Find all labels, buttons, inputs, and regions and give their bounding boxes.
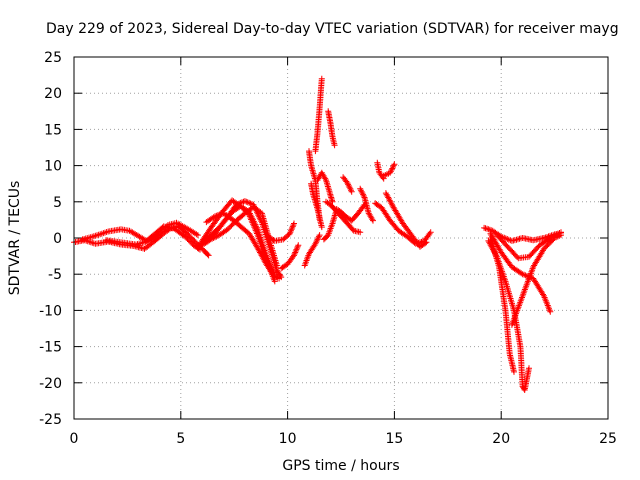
- point-markers: [312, 75, 325, 155]
- y-axis-label: SDTVAR / TECUs: [7, 181, 23, 296]
- y-tick-label: 25: [44, 50, 62, 66]
- point-markers: [103, 219, 201, 248]
- y-tick-label: -10: [39, 303, 62, 319]
- data-points: [71, 75, 564, 393]
- series-track-19: [340, 174, 355, 195]
- x-axis-label: GPS time / hours: [282, 458, 399, 474]
- series-track-11: [301, 232, 323, 269]
- point-markers: [325, 108, 338, 149]
- y-tick-label: 15: [44, 122, 62, 138]
- series-track-24: [382, 190, 430, 250]
- series-track-22: [380, 161, 398, 179]
- point-markers: [380, 161, 398, 179]
- y-tick-label: 0: [53, 231, 62, 247]
- y-tick-label: -25: [39, 412, 62, 428]
- point-markers: [382, 190, 430, 250]
- point-markers: [314, 169, 336, 205]
- axis-ticks: 0 5 10 15 20 25 -25 -20 -15 -10 -5 0 5 10 15 20 25: [39, 50, 617, 447]
- point-markers: [278, 242, 302, 272]
- series-track-14: [312, 75, 325, 155]
- series-track-17: [323, 198, 364, 236]
- point-markers: [493, 229, 564, 262]
- y-tick-label: 10: [44, 159, 62, 175]
- x-tick-label: 5: [176, 431, 185, 447]
- x-tick-label: 10: [279, 431, 297, 447]
- series-track-15: [314, 169, 336, 205]
- x-tick-label: 20: [492, 431, 510, 447]
- y-tick-label: -15: [39, 340, 62, 356]
- point-markers: [340, 174, 355, 195]
- series-track-09: [265, 220, 297, 244]
- point-markers: [487, 230, 554, 315]
- series-track-20: [357, 185, 376, 224]
- point-markers: [323, 198, 364, 236]
- y-tick-label: -20: [39, 376, 62, 392]
- point-markers: [374, 159, 387, 182]
- point-markers: [357, 185, 376, 224]
- point-markers: [508, 232, 564, 328]
- series-track-18: [325, 108, 338, 149]
- y-tick-label: 5: [53, 195, 62, 211]
- x-tick-label: 15: [385, 431, 403, 447]
- series-track-13: [308, 180, 325, 231]
- series-track-03: [103, 219, 201, 248]
- series-track-29: [508, 232, 564, 328]
- series-track-10: [278, 242, 302, 272]
- point-markers: [308, 180, 325, 231]
- series-track-21: [374, 159, 387, 182]
- y-tick-label: 20: [44, 86, 62, 102]
- series-track-30: [493, 229, 564, 262]
- point-markers: [301, 232, 323, 269]
- plot-frame: [73, 56, 609, 420]
- x-tick-label: 0: [70, 431, 79, 447]
- point-markers: [265, 220, 297, 244]
- chart-title: Day 229 of 2023, Sidereal Day-to-day VTE…: [46, 21, 619, 37]
- series-track-28: [487, 230, 554, 315]
- x-tick-label: 25: [599, 431, 617, 447]
- y-tick-label: -5: [48, 267, 62, 283]
